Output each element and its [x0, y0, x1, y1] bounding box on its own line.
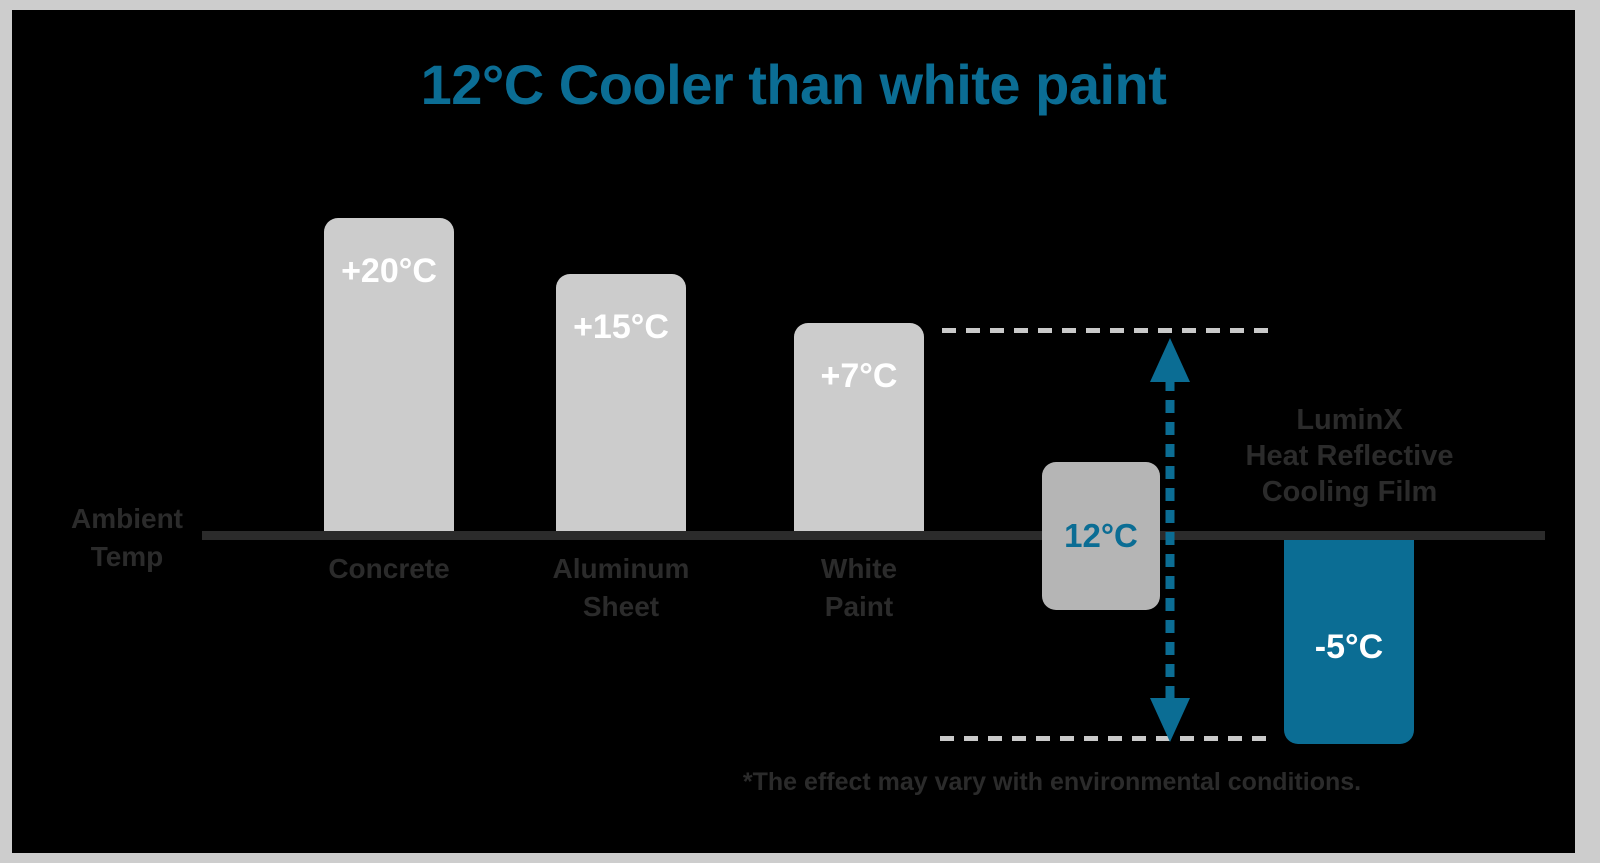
bar-white-paint: +7°C: [794, 323, 924, 535]
double-arrow-icon: [1150, 338, 1190, 742]
bar-value-white-paint: +7°C: [820, 357, 898, 395]
bar-value-concrete: +20°C: [341, 252, 437, 290]
delta-callout-value: 12°C: [1064, 517, 1138, 554]
ambient-temp-label: Ambient Temp: [71, 503, 183, 572]
bar-luminx-cooling-film: -5°C: [1284, 540, 1414, 744]
chart-footnote: *The effect may vary with environmental …: [742, 768, 1362, 796]
dashed-reference-line-bottom: [940, 736, 1270, 741]
delta-measurement-arrow: [1148, 338, 1192, 742]
bar-caption-concrete: Concrete: [328, 553, 450, 584]
chart-canvas: 12°C Cooler than white paint +20°C Concr…: [12, 10, 1575, 853]
bar-concrete: +20°C: [324, 218, 454, 535]
chart-title: 12°C Cooler than white paint: [420, 53, 1167, 116]
bar-caption-aluminum-sheet: Aluminum Sheet: [552, 553, 690, 622]
delta-callout-box: 12°C: [1042, 462, 1160, 610]
bar-aluminum-sheet: +15°C: [556, 274, 686, 535]
ambient-baseline-axis: [202, 531, 1545, 540]
dashed-reference-line-top: [942, 328, 1272, 333]
bar-value-aluminum-sheet: +15°C: [573, 308, 669, 346]
bar-caption-luminx-cooling-film: LuminX Heat Reflective Cooling Film: [1245, 404, 1454, 508]
bar-value-luminx-cooling-film: -5°C: [1314, 628, 1384, 666]
bar-caption-white-paint: White Paint: [820, 553, 898, 622]
